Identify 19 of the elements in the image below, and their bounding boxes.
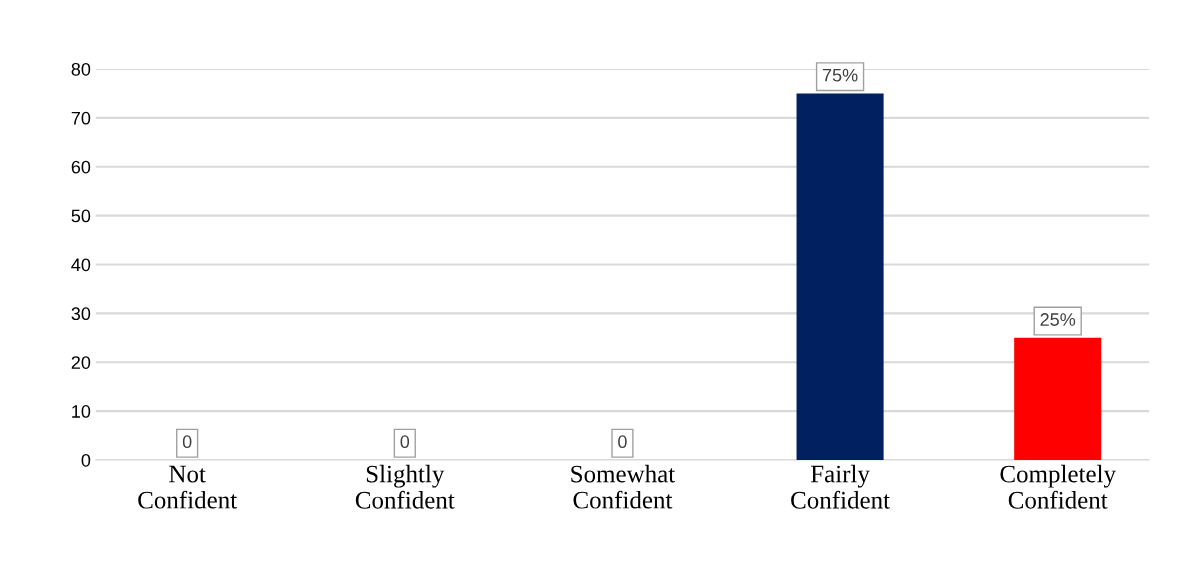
y-tick-label: 80 bbox=[71, 62, 91, 76]
y-tick-label: 40 bbox=[71, 258, 91, 272]
x-tick-label: Fairly Confident bbox=[791, 464, 890, 509]
y-tick-label: 50 bbox=[71, 209, 91, 223]
y-tick-label: 70 bbox=[71, 111, 91, 125]
data-label: 0 bbox=[618, 435, 627, 449]
y-tick-label: 30 bbox=[71, 307, 91, 321]
y-tick-label: 10 bbox=[72, 405, 91, 418]
y-tick-label: 20 bbox=[71, 356, 91, 369]
data-label: 25% bbox=[1040, 313, 1076, 326]
y-tick-label: 0 bbox=[81, 453, 91, 467]
data-label: 75% bbox=[822, 68, 858, 82]
y-tick-label: 60 bbox=[71, 160, 91, 174]
x-tick-label: Somewhat Confident bbox=[571, 464, 676, 509]
data-label: 0 bbox=[182, 435, 192, 449]
data-label: 0 bbox=[400, 435, 410, 449]
x-tick-label: Completely Confident bbox=[1000, 464, 1116, 509]
x-tick-label: Slightly Confident bbox=[355, 464, 455, 509]
x-tick-label: Not Confident bbox=[138, 465, 238, 509]
